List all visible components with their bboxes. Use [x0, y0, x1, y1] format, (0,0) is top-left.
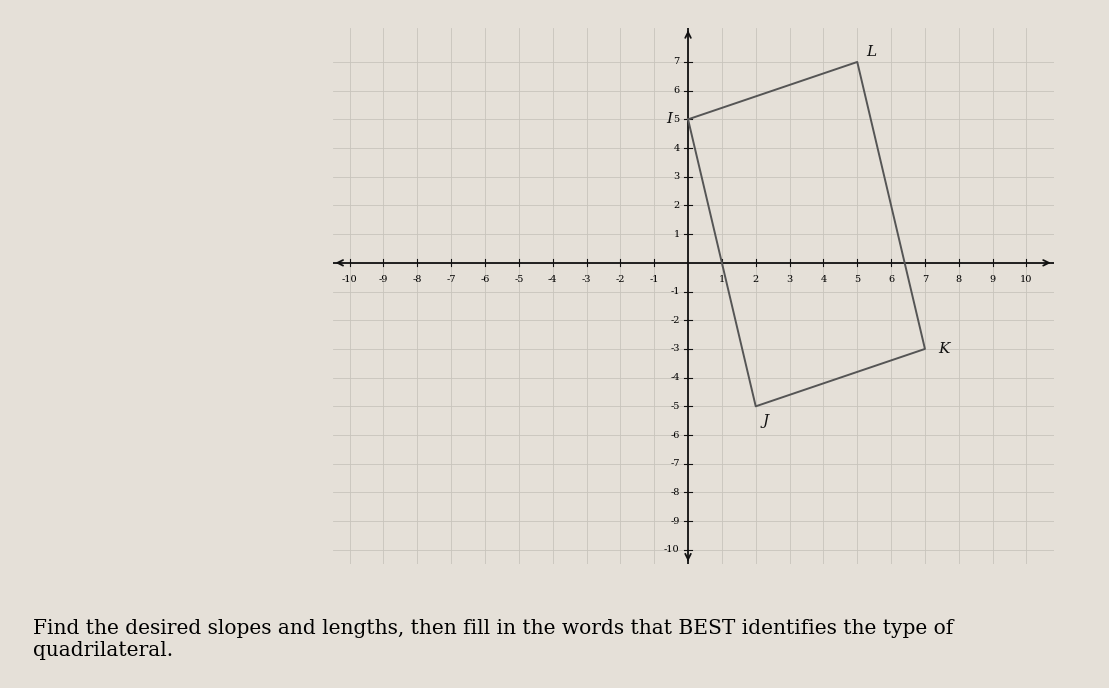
Text: -2: -2	[615, 275, 625, 284]
Text: Find the desired slopes and lengths, then fill in the words that BEST identifies: Find the desired slopes and lengths, the…	[33, 619, 954, 660]
Text: 5: 5	[854, 275, 861, 284]
Text: -3: -3	[582, 275, 591, 284]
Text: -6: -6	[670, 431, 680, 440]
Text: 1: 1	[719, 275, 725, 284]
Text: 8: 8	[956, 275, 962, 284]
Text: J: J	[763, 413, 769, 428]
Text: I: I	[667, 112, 672, 127]
Text: -3: -3	[670, 345, 680, 354]
Text: -5: -5	[515, 275, 523, 284]
Text: -5: -5	[670, 402, 680, 411]
Text: 4: 4	[673, 144, 680, 153]
Text: 6: 6	[888, 275, 894, 284]
Text: 3: 3	[786, 275, 793, 284]
Text: 4: 4	[821, 275, 826, 284]
Text: 7: 7	[922, 275, 928, 284]
Text: 1: 1	[673, 230, 680, 239]
Text: 3: 3	[673, 172, 680, 181]
Text: -1: -1	[650, 275, 659, 284]
Text: -4: -4	[670, 373, 680, 382]
Text: -7: -7	[447, 275, 456, 284]
Text: -8: -8	[413, 275, 423, 284]
Text: -1: -1	[670, 287, 680, 296]
Text: 7: 7	[673, 58, 680, 67]
Text: -10: -10	[342, 275, 357, 284]
Text: -7: -7	[670, 459, 680, 469]
Text: 10: 10	[1020, 275, 1032, 284]
Text: -6: -6	[480, 275, 490, 284]
Text: -9: -9	[379, 275, 388, 284]
Text: 5: 5	[673, 115, 680, 124]
Text: K: K	[938, 342, 949, 356]
Text: -9: -9	[670, 517, 680, 526]
Text: L: L	[866, 45, 876, 59]
Text: 2: 2	[753, 275, 759, 284]
Text: -8: -8	[670, 488, 680, 497]
Text: -10: -10	[664, 546, 680, 555]
Text: -2: -2	[670, 316, 680, 325]
Text: 2: 2	[673, 201, 680, 210]
Text: 6: 6	[673, 86, 680, 95]
Text: -4: -4	[548, 275, 558, 284]
Text: 9: 9	[989, 275, 996, 284]
